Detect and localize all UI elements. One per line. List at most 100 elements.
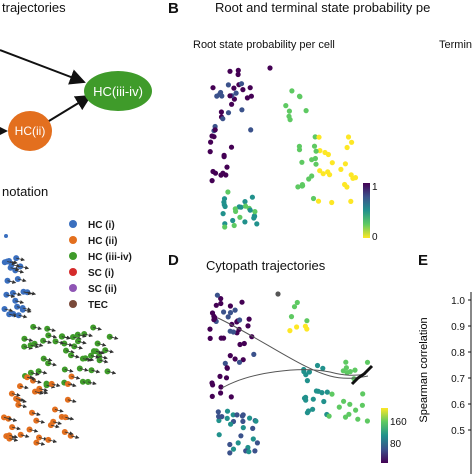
- cell-point: [310, 406, 316, 412]
- node-hc-ii-label: HC(ii): [15, 124, 46, 138]
- cell-point: [317, 168, 323, 174]
- cell-point: [215, 409, 221, 415]
- cell-point: [320, 365, 326, 371]
- cell-point: [364, 359, 371, 365]
- cell-point: [344, 144, 350, 151]
- velocity-arrow: [71, 375, 81, 380]
- cell-point: [248, 93, 254, 99]
- cell-point: [245, 323, 251, 329]
- cell-point: [231, 222, 237, 229]
- velocity-arrow: [7, 260, 16, 265]
- cell-point: [247, 85, 253, 91]
- cell-point: [227, 328, 233, 334]
- velocity-arrow: [109, 335, 119, 340]
- cell-point: [227, 93, 233, 99]
- cell-point: [299, 182, 305, 188]
- cell-point: [210, 382, 216, 388]
- panel-a-title: trajectories: [2, 0, 66, 15]
- cell-point: [236, 359, 243, 365]
- cell-point: [336, 404, 342, 410]
- cell-point: [209, 133, 215, 139]
- cell-point: [228, 144, 235, 150]
- cell-point: [1, 414, 7, 421]
- velocity-arrow: [27, 376, 36, 381]
- velocity-arrow: [55, 340, 65, 345]
- cell-point: [353, 407, 359, 413]
- cell-point: [252, 209, 258, 215]
- velocity-arrow: [38, 370, 48, 375]
- cell-point: [313, 161, 319, 167]
- cell-point: [310, 396, 316, 402]
- cell-point: [212, 170, 219, 176]
- cell-point: [227, 450, 233, 456]
- velocity-arrow: [33, 326, 42, 331]
- cell-point: [235, 67, 241, 73]
- velocity-arrow: [70, 354, 80, 359]
- cell-point: [299, 159, 305, 165]
- velocity-arrow: [64, 368, 74, 373]
- y-tick-label: 0.8: [451, 348, 465, 359]
- cell-point: [218, 384, 224, 390]
- cell-point: [254, 221, 260, 227]
- velocity-arrow: [34, 390, 44, 395]
- velocity-arrow: [6, 294, 16, 298]
- cell-point: [287, 117, 293, 123]
- cell-point: [4, 234, 8, 238]
- cell-point: [221, 196, 228, 202]
- cell-point: [230, 412, 236, 418]
- velocity-arrow: [79, 367, 89, 372]
- cell-point: [242, 199, 248, 205]
- cell-point: [218, 300, 224, 307]
- cell-point: [343, 365, 349, 371]
- velocity-arrow: [20, 434, 30, 438]
- y-tick-label: 1.0: [451, 296, 465, 307]
- cell-point: [220, 211, 226, 217]
- cell-point: [344, 184, 350, 190]
- cell-point: [352, 367, 358, 373]
- cell-point: [321, 398, 327, 405]
- cell-point: [303, 108, 309, 114]
- cell-point: [237, 341, 243, 348]
- cell-point: [212, 315, 218, 321]
- cell-point: [218, 335, 224, 341]
- node-hc-iii-iv-label: HC(iii-iv): [93, 84, 143, 99]
- velocity-arrow: [16, 397, 25, 402]
- cell-point: [359, 402, 365, 408]
- velocity-arrow: [48, 362, 57, 367]
- cell-point: [309, 173, 315, 179]
- cell-point: [303, 397, 309, 403]
- cell-point: [302, 323, 308, 329]
- cell-point: [352, 175, 359, 181]
- cell-point: [297, 94, 303, 100]
- cell-point: [218, 296, 224, 302]
- panel-b-subtitle-right: Termin: [439, 39, 472, 51]
- cell-point: [27, 342, 34, 349]
- velocity-arrow: [18, 404, 28, 409]
- cell-point: [232, 206, 238, 212]
- cell-point: [286, 108, 292, 114]
- velocity-arrow: [77, 333, 87, 338]
- cell-point: [254, 440, 260, 446]
- legend-label-hc-ii: HC (ii): [88, 236, 117, 247]
- cell-point: [207, 326, 213, 332]
- trajectory-upper: [217, 317, 369, 379]
- cell-point: [214, 292, 220, 298]
- trajectory-lower: [221, 369, 367, 389]
- velocity-arrow: [20, 265, 30, 270]
- cell-point: [326, 413, 332, 419]
- cell-point: [315, 198, 322, 204]
- cell-point: [231, 85, 237, 91]
- velocity-arrow: [30, 344, 40, 349]
- panel-b: B Root and terminal state probability pe…: [168, 0, 472, 243]
- cell-point: [224, 365, 230, 371]
- cell-point: [216, 413, 222, 420]
- cell-point: [267, 65, 273, 71]
- cell-point: [237, 214, 243, 220]
- cell-point: [289, 88, 295, 94]
- colorbar-min-label: 0: [372, 232, 378, 243]
- cell-point: [325, 169, 331, 175]
- node-hc-iii-iv: [84, 71, 152, 111]
- cell-point: [252, 448, 258, 454]
- velocity-arrow: [10, 266, 20, 271]
- velocity-arrow: [7, 279, 17, 284]
